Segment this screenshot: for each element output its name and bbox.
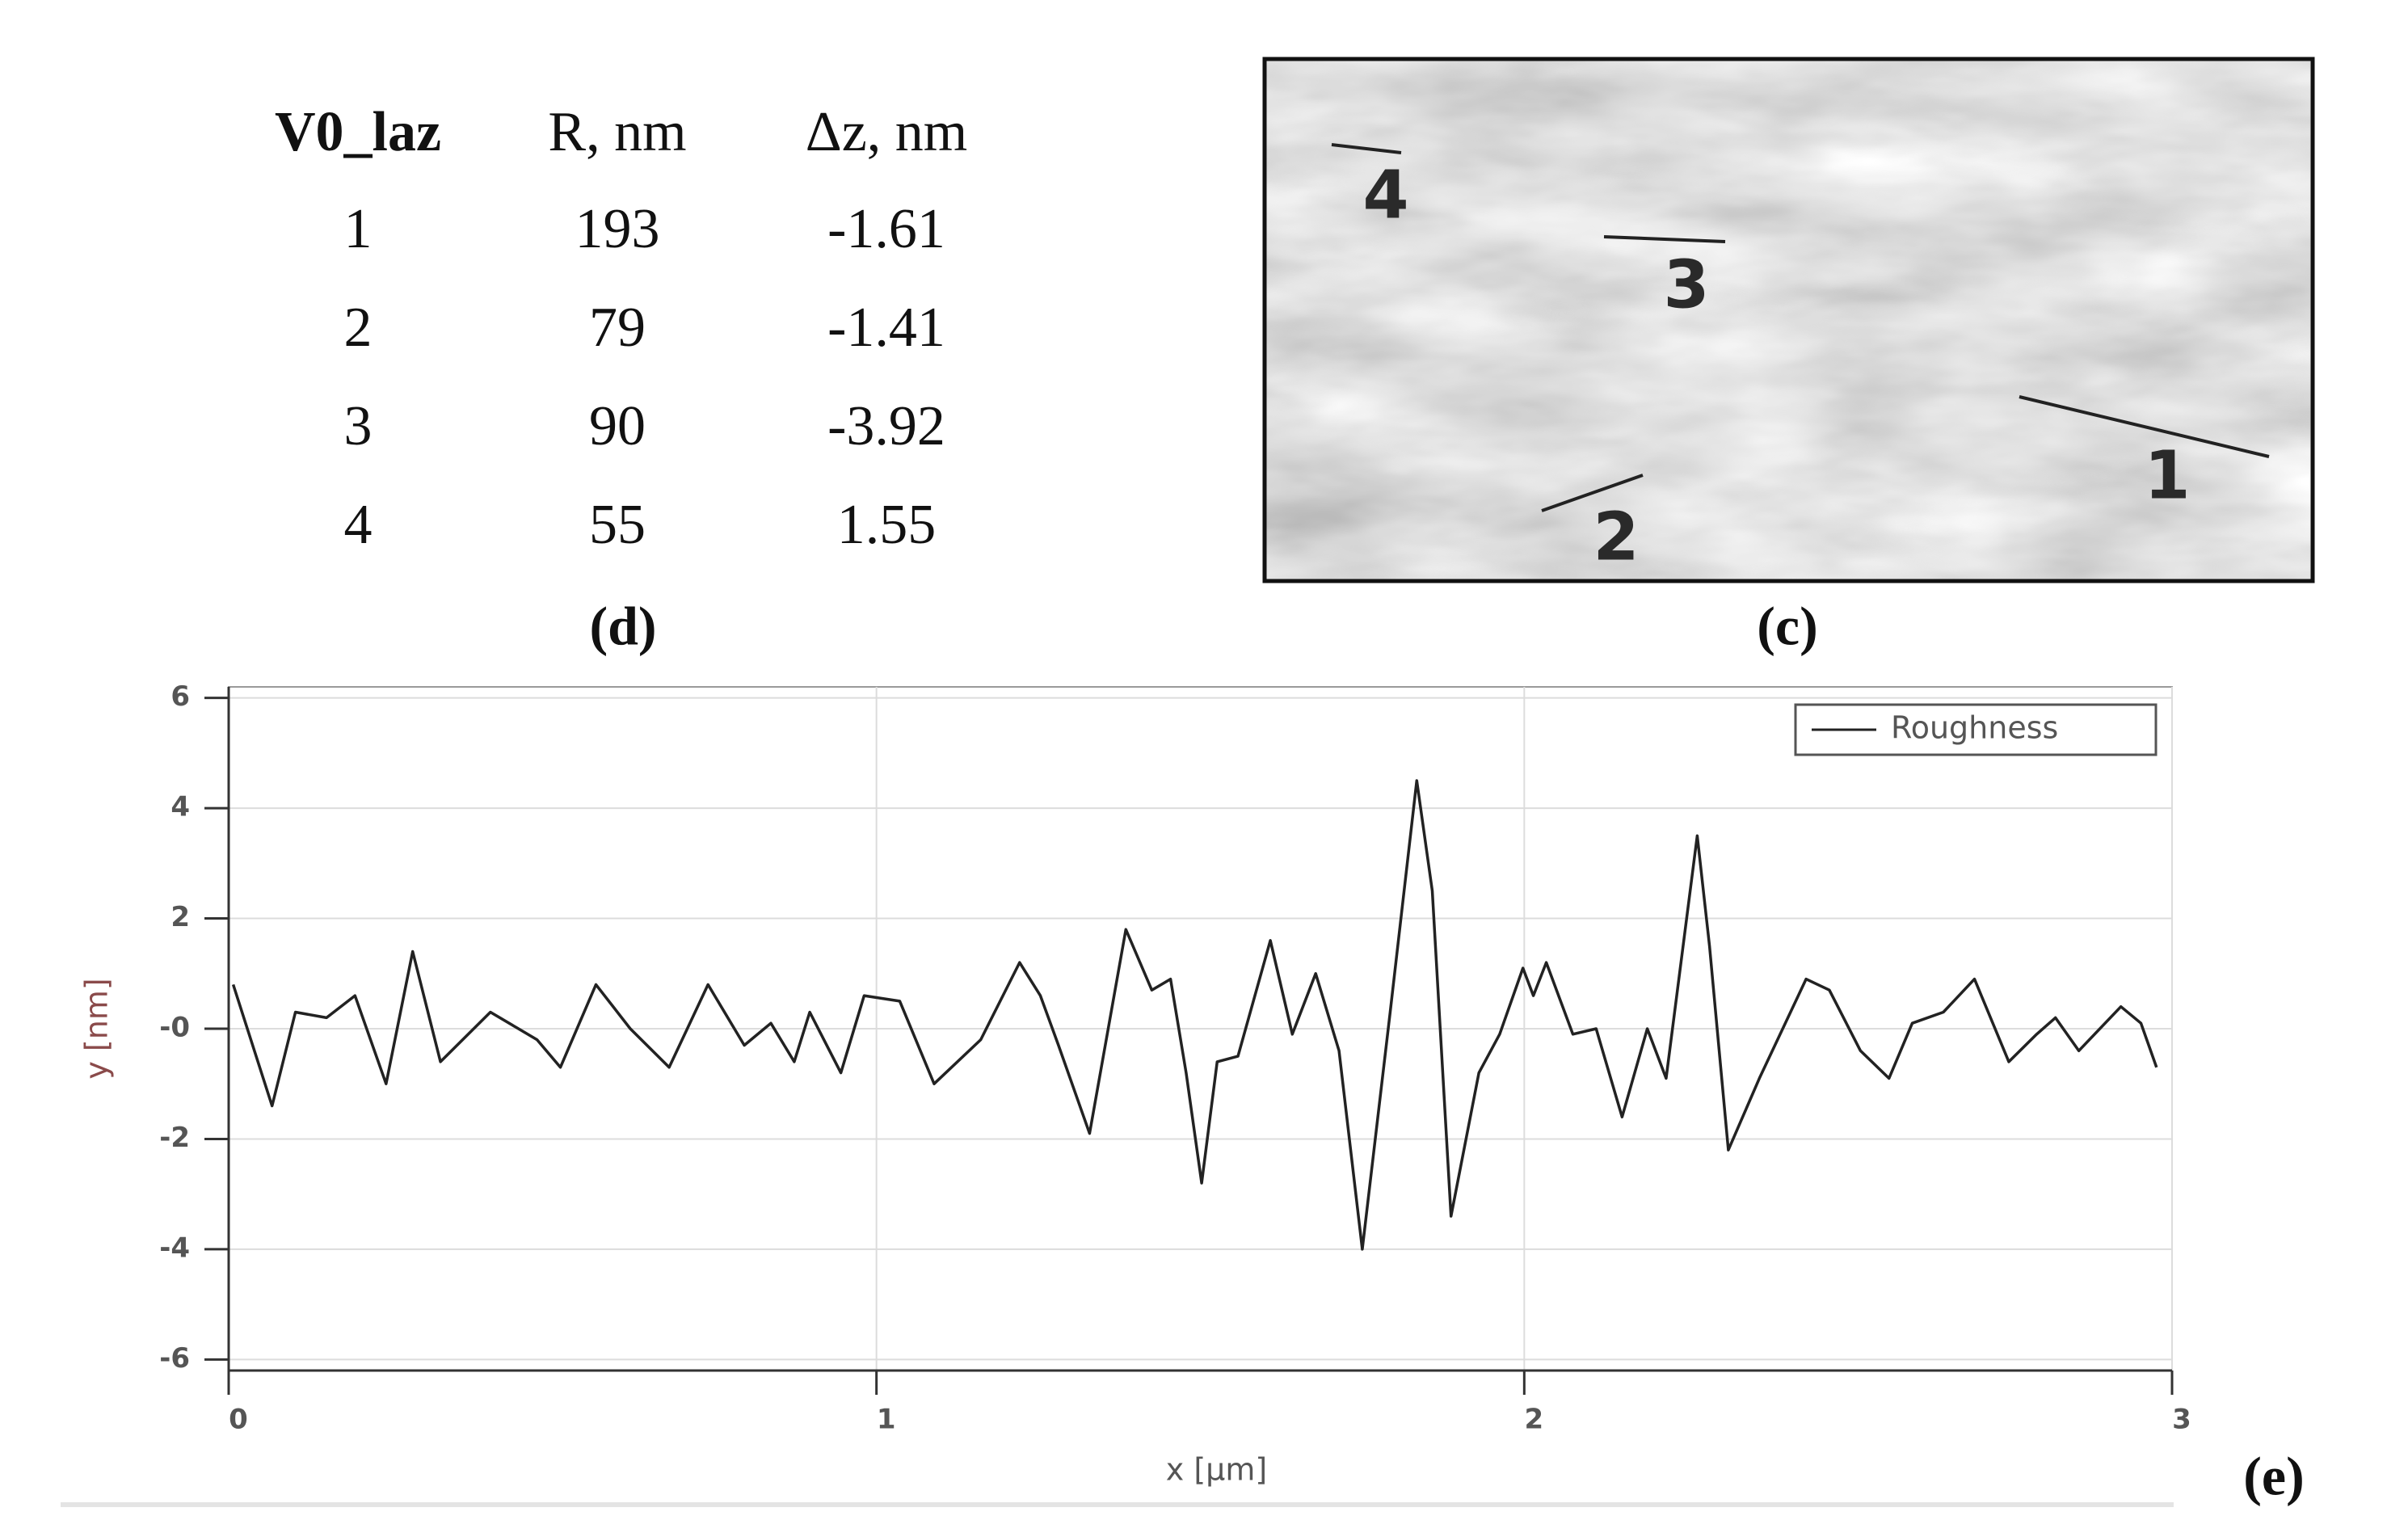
table-cell: 193 bbox=[575, 198, 660, 260]
profile-line bbox=[1603, 235, 1726, 243]
table-cell: 3 bbox=[344, 395, 373, 457]
image-marker: 3 bbox=[1663, 246, 1709, 323]
profile-line bbox=[2019, 395, 2270, 458]
x-tick-label: 3 bbox=[2172, 1404, 2191, 1436]
table-cell: -1.61 bbox=[827, 198, 945, 260]
y-tick-label: -0 bbox=[159, 1012, 190, 1044]
profile-line bbox=[1331, 143, 1402, 154]
table-cell: 1.55 bbox=[837, 494, 937, 556]
table-cell: 90 bbox=[589, 395, 646, 457]
afm-image bbox=[1262, 57, 2315, 583]
afm-scan bbox=[1265, 59, 2313, 581]
y-tick-label: -4 bbox=[159, 1232, 190, 1264]
panel-label: (d) bbox=[589, 596, 656, 657]
x-tick-label: 1 bbox=[877, 1404, 896, 1436]
x-axis-label: x [µm] bbox=[1166, 1452, 1267, 1488]
y-tick-label: -6 bbox=[159, 1342, 190, 1375]
panel-label: (c) bbox=[1757, 596, 1817, 657]
panel-label: (e) bbox=[2243, 1446, 2304, 1507]
table-header: R, nm bbox=[548, 101, 686, 163]
chart: -6 -4 -2 -0 2 4 6 0 1 2 3 x [µm] y [nm] Roughness (e) bbox=[79, 680, 2305, 1506]
table-cell: 1 bbox=[344, 198, 373, 260]
image-marker: 1 bbox=[2144, 437, 2190, 514]
profile-lines bbox=[1331, 143, 2270, 512]
table-cell: 4 bbox=[344, 494, 373, 556]
data-line bbox=[231, 779, 2158, 1251]
image-frame bbox=[1262, 57, 2315, 583]
image-marker: 4 bbox=[1362, 157, 1408, 234]
x-tick-label: 2 bbox=[1524, 1404, 1543, 1436]
y-axis-label: y [nm] bbox=[79, 978, 115, 1079]
image-markers: 1 2 3 4 bbox=[1362, 157, 2190, 575]
table-cell: 2 bbox=[344, 297, 373, 359]
y-tick-label: -2 bbox=[159, 1122, 190, 1154]
table-cell: 55 bbox=[589, 494, 646, 556]
profile-line bbox=[1541, 474, 1644, 512]
table-cell: -3.92 bbox=[827, 395, 945, 457]
y-tick-label: 4 bbox=[170, 791, 190, 823]
table-cell: 79 bbox=[589, 297, 646, 359]
table: V0_laz R, nm Δz, nm 1 193 -1.61 2 79 -1.41 3 90 -3.… bbox=[275, 101, 1818, 657]
legend-label: Roughness bbox=[1891, 710, 2058, 746]
y-tick-label: 2 bbox=[170, 901, 190, 933]
table-cell: -1.41 bbox=[827, 297, 945, 359]
table-header: Δz, nm bbox=[806, 101, 968, 163]
image-marker: 2 bbox=[1593, 499, 1639, 575]
x-tick-label: 0 bbox=[229, 1404, 248, 1436]
table-header: V0_laz bbox=[275, 101, 441, 163]
y-tick-label: 6 bbox=[170, 680, 190, 713]
